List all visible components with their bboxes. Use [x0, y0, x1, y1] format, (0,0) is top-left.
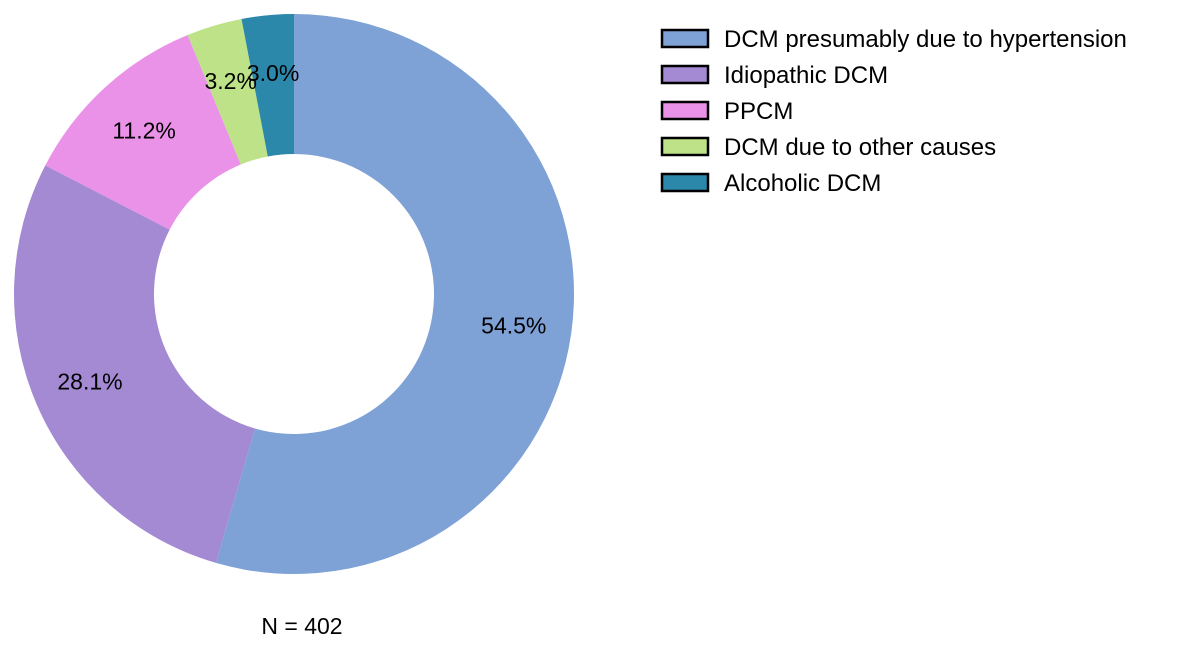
legend-label-4: DCM due to other causes — [724, 134, 996, 161]
slice-label-2: 28.1% — [57, 369, 122, 395]
donut-slice-3 — [45, 34, 241, 230]
slice-label-3: 11.2% — [112, 117, 176, 143]
donut-slices — [13, 13, 575, 574]
donut-slice-5 — [241, 14, 294, 157]
legend-label-3: PPCM — [724, 98, 793, 125]
legend-label-5: Alcoholic DCM — [724, 170, 881, 197]
slice-label-4: 3.2% — [205, 68, 257, 94]
sample-size-caption: N = 402 — [261, 613, 342, 639]
legend: DCM presumably due to hypertension Idiopa… — [660, 26, 1127, 197]
legend-label-1: DCM presumably due to hypertension — [724, 26, 1127, 53]
donut-slice-4 — [187, 18, 268, 165]
slice-labels: 54.5% 28.1% 11.2% 3.2%3.0% — [57, 60, 546, 395]
donut-slice-1 — [215, 13, 575, 574]
legend-label-2: Idiopathic DCM — [724, 62, 888, 89]
legend-swatch-2 — [660, 64, 710, 85]
legend-swatch-1 — [660, 28, 710, 49]
slice-label-5: 3.0% — [247, 60, 299, 86]
legend-swatch-3 — [660, 100, 710, 121]
legend-swatch-4 — [660, 136, 710, 157]
slice-label-1: 54.5% — [481, 312, 546, 338]
legend-swatch-5 — [660, 172, 710, 193]
donut-slice-2 — [13, 165, 255, 563]
